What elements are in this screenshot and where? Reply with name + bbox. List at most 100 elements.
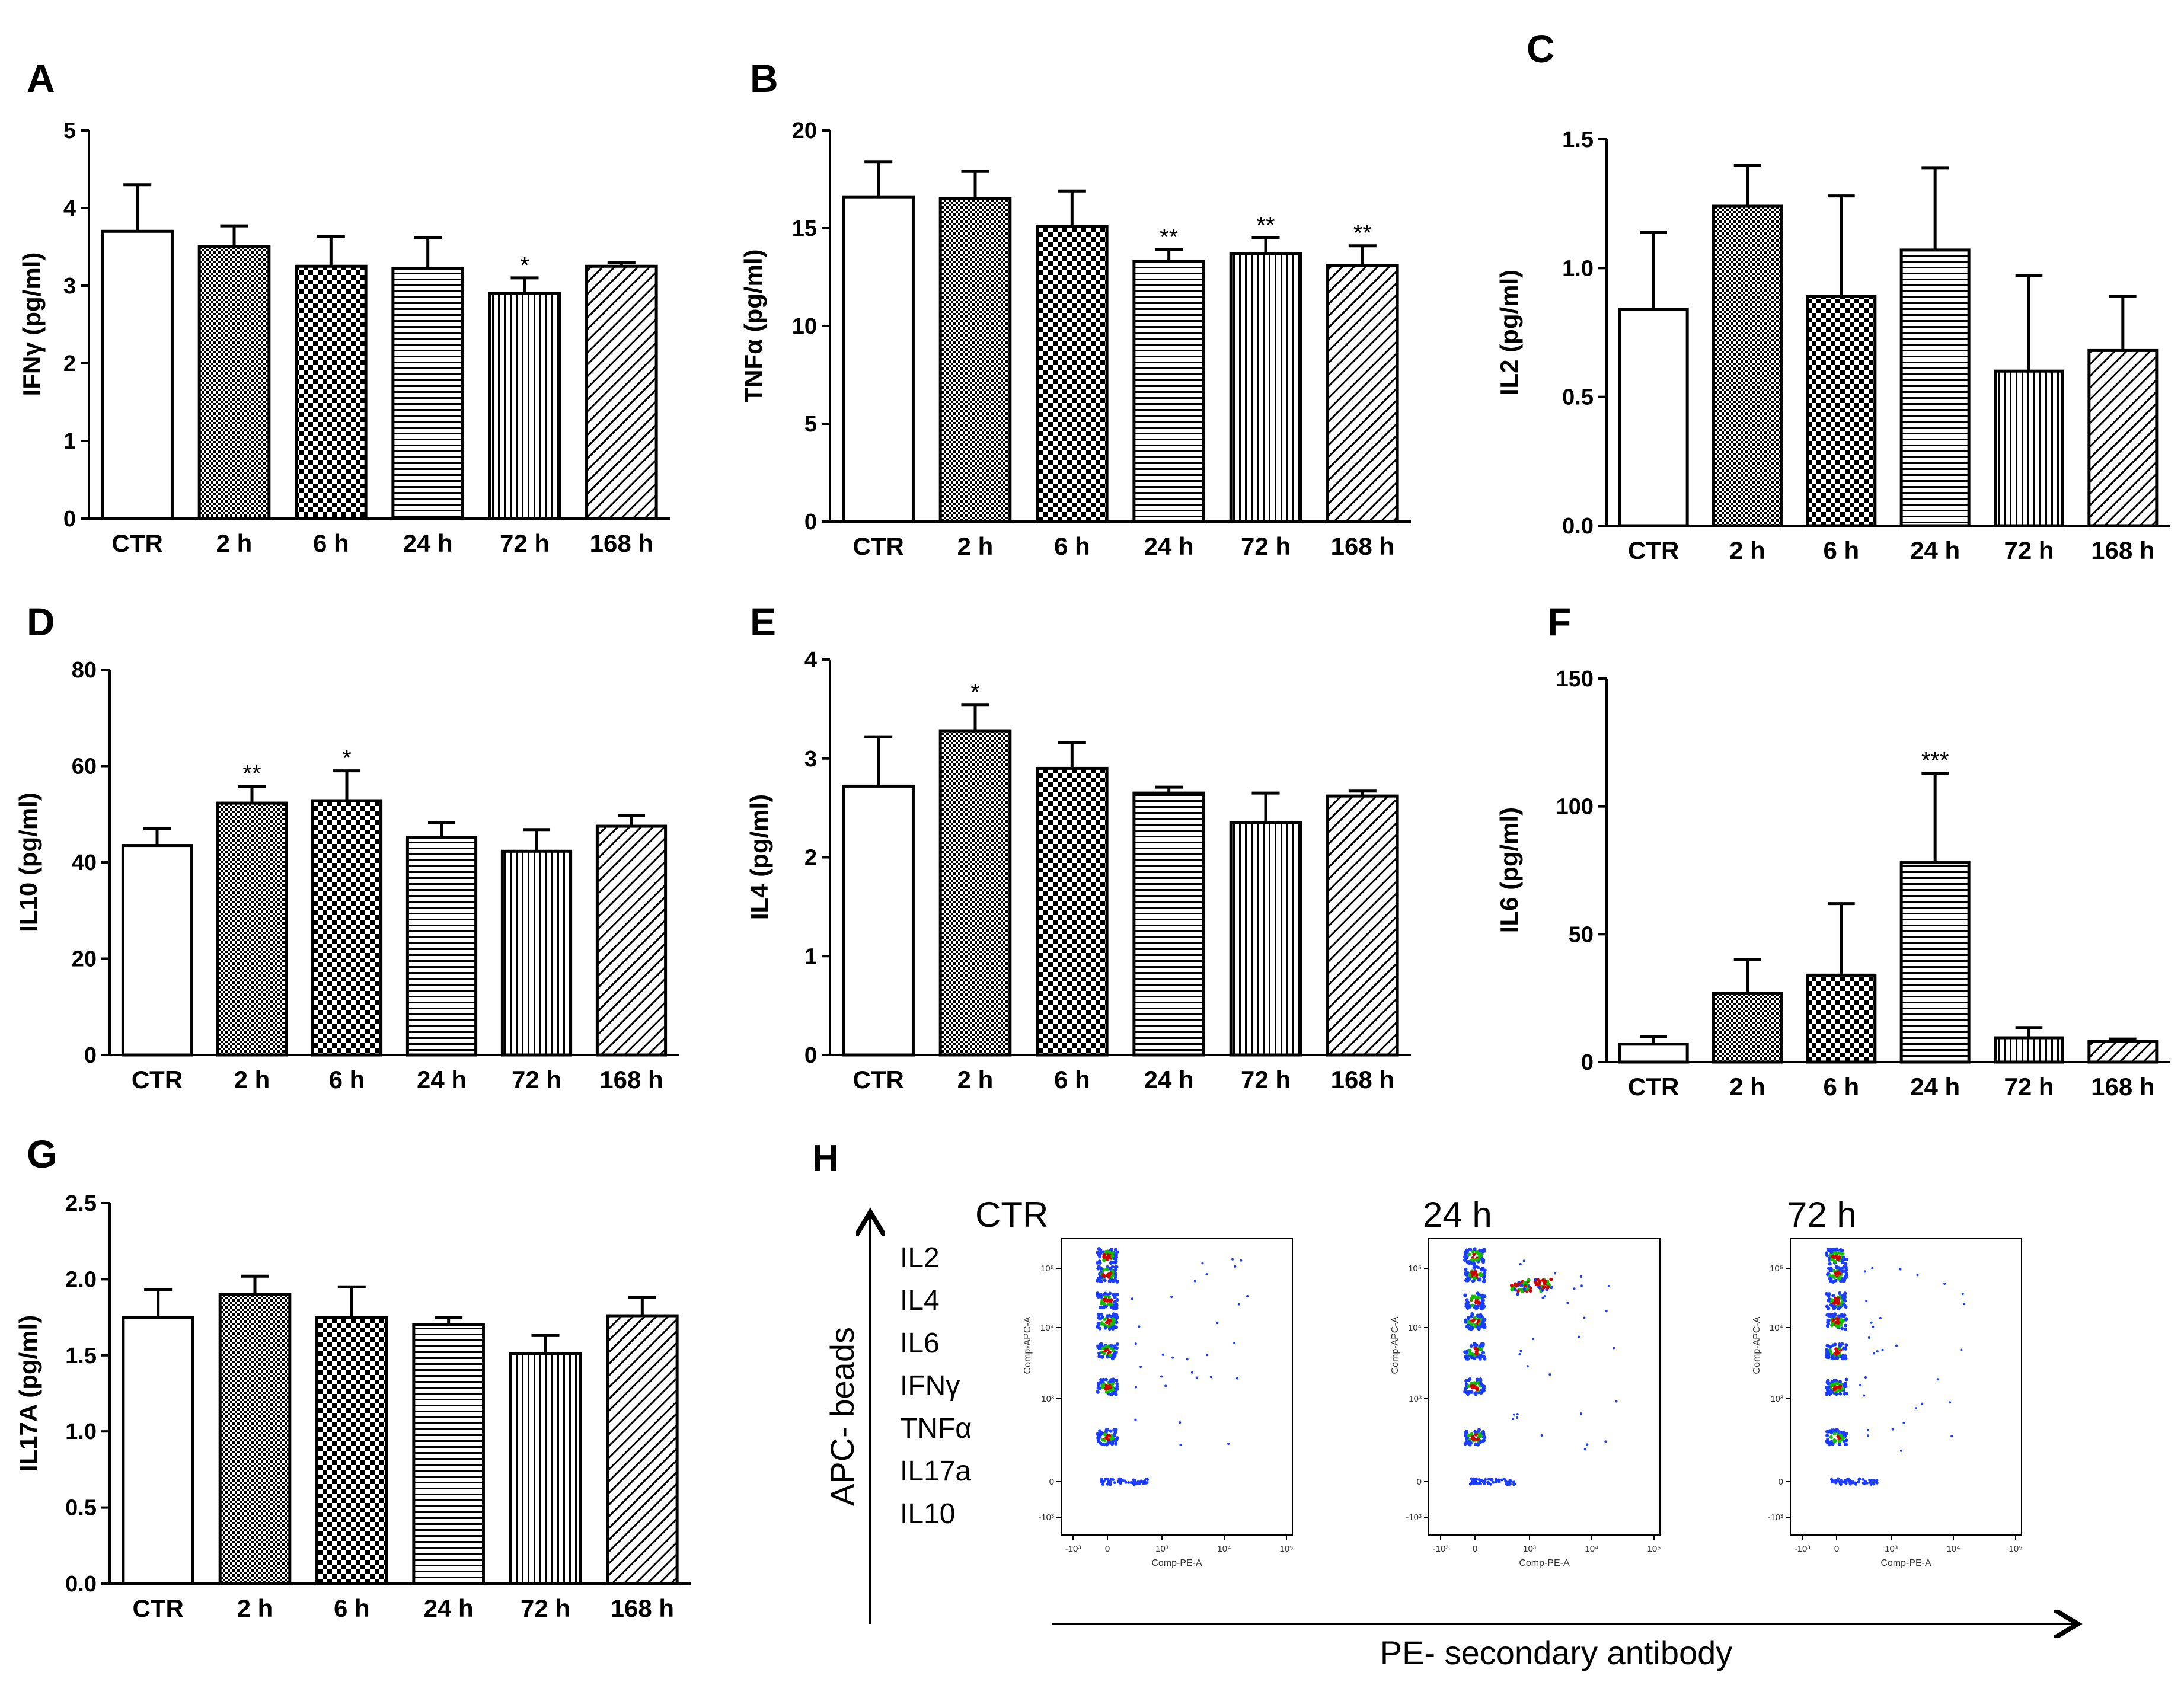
y-channel-label: Comp-APC-A [1390,1316,1400,1374]
panel-letter: C [1527,27,1555,71]
x-tick-label: CTR [1628,1073,1679,1101]
event-dot [1542,1285,1546,1289]
event-dot [1528,1286,1532,1290]
bar [1036,766,1109,1057]
event-dot [1916,1274,1919,1277]
event-dot [1475,1387,1479,1392]
event-dot [1468,1348,1472,1352]
event-dot [1831,1255,1835,1259]
event-dot [1475,1377,1479,1382]
event-dot [1831,1293,1835,1297]
event-dot [1097,1432,1101,1436]
event-dot [1825,1379,1829,1383]
event-dot [1469,1315,1473,1319]
event-dot [1921,1402,1924,1405]
event-dot [1476,1437,1480,1441]
event-dot [1464,1431,1468,1435]
y-tick-label: 40 [72,850,97,875]
event-dot [1516,1289,1521,1293]
event-dot [1142,1482,1145,1485]
event-dot [1482,1326,1486,1330]
event-dot [1109,1298,1113,1302]
event-dot [1098,1261,1102,1265]
event-dot [1864,1376,1867,1379]
event-dot [1873,1352,1876,1355]
event-dot [1096,1251,1100,1255]
event-dot [1109,1305,1113,1309]
event-dot [1234,1265,1237,1268]
bar [1899,861,1971,1064]
y-tick-label: 1.0 [65,1419,97,1444]
x-tick-label: 6 h [1823,536,1859,564]
event-dot [1115,1315,1119,1319]
event-dot [1510,1288,1514,1292]
event-dot [1482,1280,1486,1284]
event-dot [1580,1284,1583,1287]
event-dot [1834,1323,1838,1328]
event-dot [1098,1317,1102,1321]
event-dot [1464,1318,1468,1322]
event-dot [1840,1300,1844,1304]
event-dot [1114,1428,1118,1432]
panel-letter: F [1547,600,1571,644]
x-tick-label: 24 h [417,1066,467,1093]
event-dot [1844,1275,1848,1280]
significance-label: ** [1160,224,1178,250]
event-dot [1471,1477,1475,1480]
event-dot [1127,1480,1131,1484]
event-dot [1543,1279,1547,1283]
y-tick-label: 4 [63,196,76,221]
event-dot [1827,1299,1831,1303]
x-tick-label: 10³ [1523,1544,1536,1554]
event-dot [1844,1480,1848,1484]
event-dot [1866,1434,1869,1437]
event-dot [1842,1440,1846,1444]
event-dot [1844,1343,1848,1347]
y-tick-label: 20 [72,947,97,972]
event-dot [1477,1319,1481,1323]
y-tick-label: 10⁴ [1040,1323,1054,1333]
event-dot [1482,1249,1486,1253]
x-tick-label: 168 h [1331,1066,1394,1093]
event-dot [1522,1281,1527,1285]
y-tick-label: 10⁵ [1040,1264,1054,1274]
event-dot [1115,1297,1119,1302]
panel-f: F IL6 (pg/ml) 0 50 100 150 CTR 2 h 6 h *** 24 h 7… [1495,600,2170,1101]
plot-title: CTR [975,1195,1048,1235]
event-dot [1103,1387,1107,1391]
x-tick-label: 72 h [2004,536,2054,564]
event-dot [1107,1327,1112,1331]
x-tick-label: -10³ [1433,1544,1449,1554]
event-dot [1838,1271,1842,1275]
bar [488,292,561,520]
event-dot [1519,1287,1523,1291]
event-dot [1837,1276,1841,1280]
event-dot [1115,1302,1119,1306]
bead-label: TNFα [900,1413,972,1444]
x-tick-label: 10⁴ [1217,1544,1231,1554]
event-dot [1870,1479,1874,1482]
bar [2087,1040,2159,1064]
event-dot [1102,1302,1106,1306]
event-dot [1872,1325,1875,1328]
panel-letter: H [812,1138,839,1179]
event-dot [1840,1326,1844,1331]
event-dot [1828,1248,1832,1252]
event-dot [1117,1477,1121,1480]
bar [122,1316,194,1585]
event-dot [1554,1272,1557,1275]
x-tick-label: 2 h [237,1594,273,1622]
plot-title: 24 h [1423,1195,1492,1235]
event-dot [1936,1378,1939,1381]
event-dot [1836,1351,1840,1355]
bar [216,801,288,1057]
event-dot [1525,1287,1530,1291]
event-dot [1115,1265,1119,1269]
y-tick-label: 0 [1049,1477,1054,1487]
event-dot [1826,1324,1830,1328]
event-dot [1527,1284,1530,1287]
event-dot [1487,1478,1490,1481]
event-dot [1837,1314,1841,1318]
bar [295,264,368,520]
event-dot [1516,1416,1519,1419]
